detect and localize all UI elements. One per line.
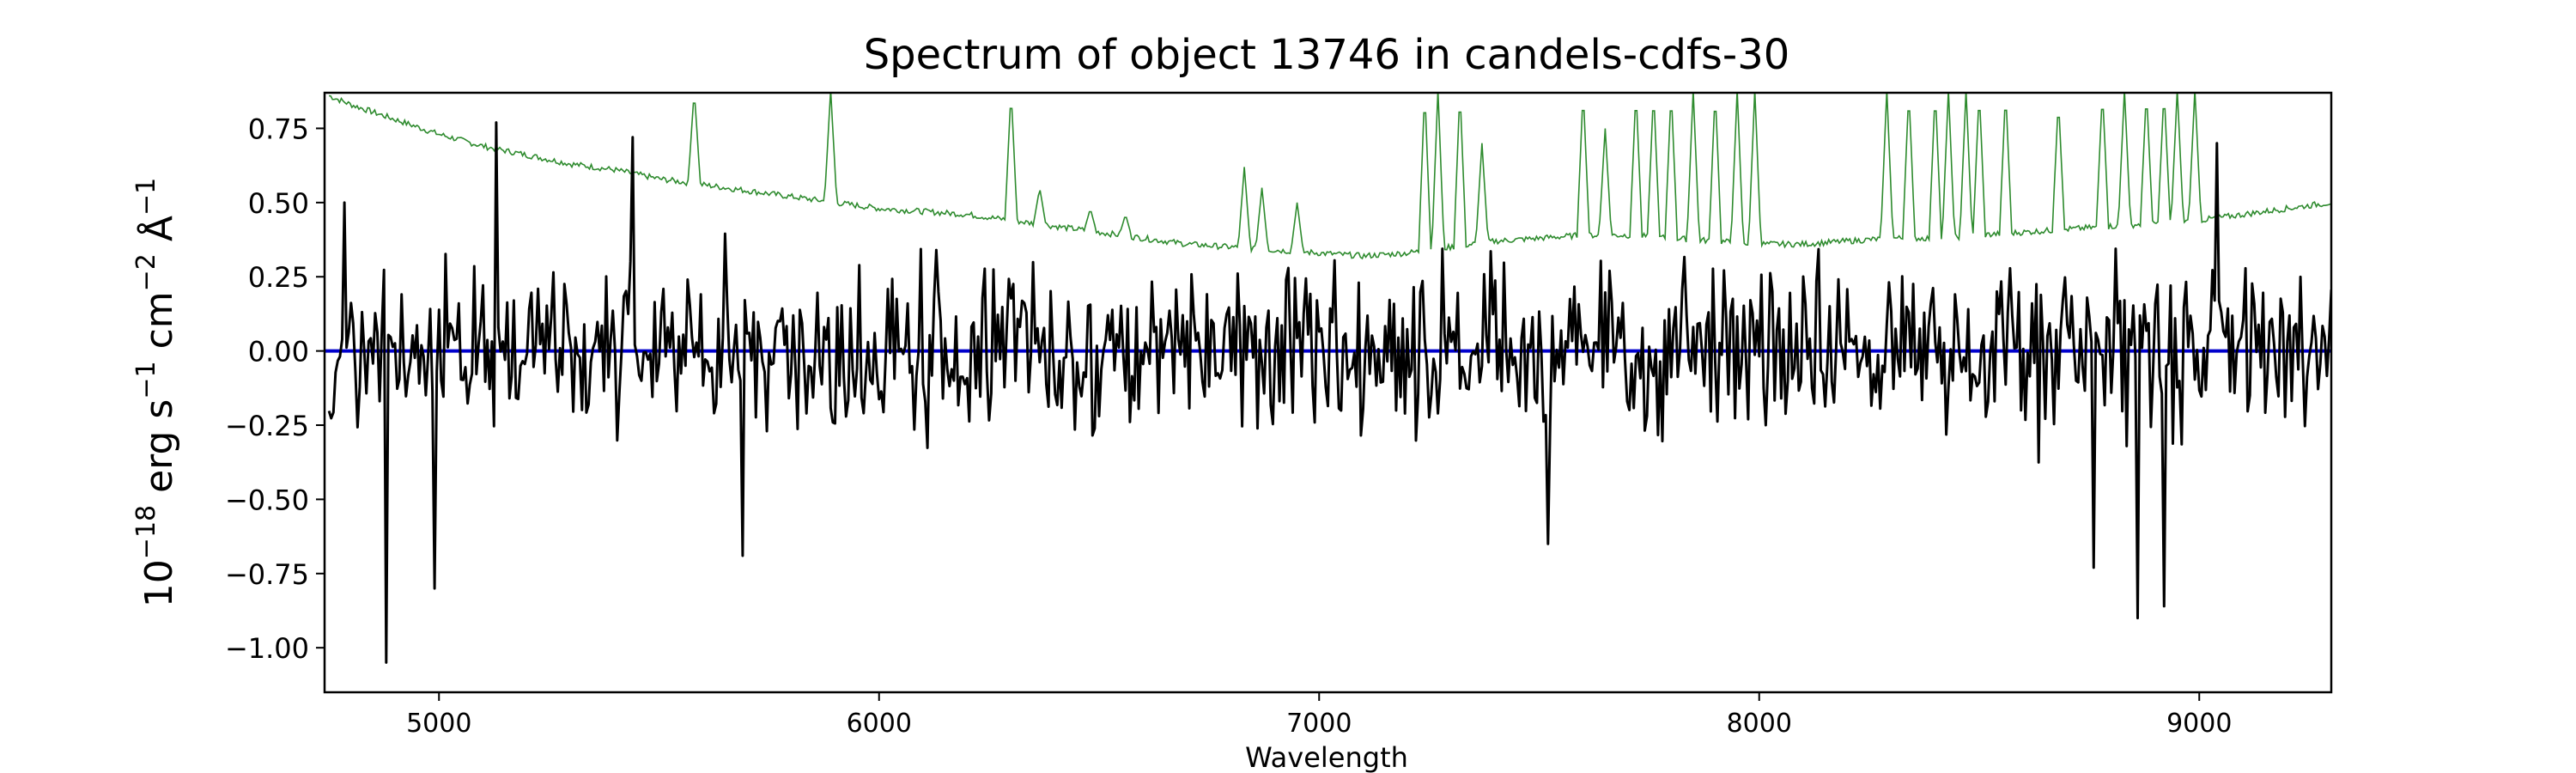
y-tick-label: −1.00 [225,632,309,665]
x-tick-label: 8000 [1727,709,1792,739]
x-tick-label: 9000 [2166,709,2232,739]
x-tick-label: 6000 [847,709,912,739]
y-label-base: 10 [137,559,181,607]
y-axis-label: 10−18 erg s−1 cm−2 Å−1 [131,178,181,607]
y-label-mid2: cm [137,291,181,361]
x-tick-label: 5000 [406,709,471,739]
y-tick-label: 0.00 [248,336,309,368]
chart-title: Spectrum of object 13746 in candels-cdfs… [864,31,1790,79]
y-tick-label: −0.50 [225,484,309,516]
x-axis: 5000 6000 7000 8000 9000 [406,692,2232,739]
plot-frame [323,91,2333,694]
flux-spectrum-line [327,121,2331,664]
y-label-exp2: −1 [131,361,161,399]
y-label-exp4: −1 [131,178,161,216]
error-spectrum-line [328,93,2331,260]
y-tick-label: −0.25 [225,410,309,442]
y-label-exp1: −18 [131,505,161,559]
y-axis: −1.00 −0.75 −0.50 −0.25 0.00 0.25 0.50 0.75 [225,113,325,665]
x-tick-label: 7000 [1286,709,1352,739]
plot-area [323,91,2333,694]
y-tick-label: 0.50 [248,187,309,220]
y-label-mid1: erg s [137,399,181,505]
y-tick-label: −0.75 [225,558,309,591]
x-axis-label: Wavelength [1245,741,1408,773]
y-label-exp3: −2 [131,253,161,291]
y-label-mid3: Å [136,216,181,253]
y-tick-label: 0.75 [248,113,309,145]
y-tick-label: 0.25 [248,261,309,294]
